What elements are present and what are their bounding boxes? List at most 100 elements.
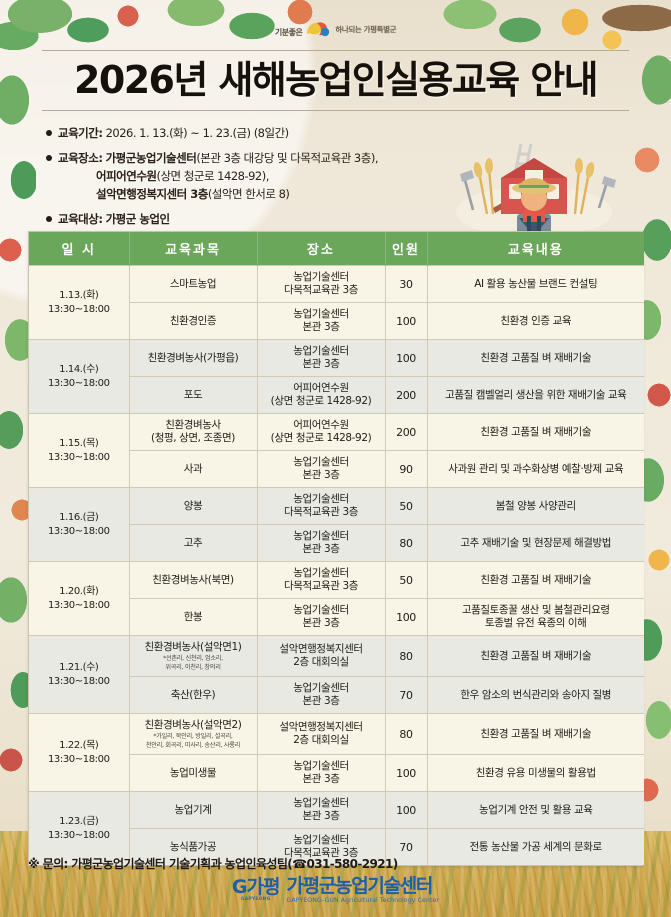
cell-place-line1: 농업기술센터 — [293, 456, 349, 468]
cell-subject-title: 친환경벼농사(설악면1) — [144, 641, 242, 653]
cell-subject: 친환경벼농사(북면) — [129, 561, 258, 599]
cell-place: 농업기술센터 다목적교육관 3층 — [257, 265, 386, 303]
cell-content-line1: 친환경 인증 교육 — [500, 314, 572, 327]
info-venue-label: 교육장소: — [58, 151, 103, 165]
cell-date: 1.22.(목) 13:30~18:00 — [29, 713, 130, 792]
info-venue-line2-name: 어피어연수원 — [96, 169, 157, 183]
cell-subject: 친환경벼농사(설악면2) *가일리, 묵안리, 방일리, 설곡리, 천안리, 회곡리… — [129, 713, 258, 755]
cell-content-line1: 사과원 관리 및 과수화상병 예찰·방제 교육 — [448, 462, 624, 475]
cell-content-line1: 친환경 고품질 벼 재배기술 — [480, 649, 592, 662]
cell-place-line2: 본관 3층 — [302, 543, 340, 555]
table-row: 1.22.(목) 13:30~18:00 친환경벼농사(설악면2) *가일리, 묵안리… — [29, 713, 644, 792]
cell-content-line2: 토종벌 유전 육종의 이해 — [485, 617, 587, 629]
cell-place-line2: 2층 대회의실 — [293, 656, 349, 669]
cell-subject: 포도 — [129, 376, 258, 414]
cell-subject: 고추 — [129, 524, 258, 562]
cell-subject: 축산(한우) — [129, 676, 258, 714]
cell-subject: 한봉 — [129, 598, 258, 636]
info-period-label: 교육기간: — [58, 126, 103, 140]
cell-date-day: 1.14.(수) — [59, 363, 99, 375]
cell-subject-note-line1: *가일리, 묵안리, 방일리, 설곡리, — [153, 733, 233, 741]
cell-subject-title: 고추 — [183, 536, 203, 549]
cell-place: 농업기술센터 다목적교육관 3층 — [257, 561, 386, 599]
cell-subject-title: 한봉 — [183, 610, 203, 623]
cell-subject: 스마트농업 — [129, 265, 258, 303]
cell-place: 농업기술센터 본관 3층 — [257, 450, 386, 488]
cell-subject-title: 친환경벼농사(가평읍) — [147, 351, 239, 364]
cell-place: 농업기술센터 본관 3층 — [257, 754, 386, 792]
bullet-icon — [46, 216, 52, 222]
table-header: 일 시 교육과목 장소 인원 교육내용 — [29, 232, 644, 266]
cell-subject: 사과 — [129, 450, 258, 488]
bullet-icon — [46, 130, 52, 136]
cell-content-line1: 전통 농산물 가공 세계의 문화로 — [469, 840, 603, 853]
cell-date: 1.23.(금) 13:30~18:00 — [29, 791, 130, 866]
cell-content-line1: 고추 재배기술 및 현장문제 해결방법 — [460, 536, 612, 549]
cell-capacity: 50 — [385, 487, 428, 525]
cell-subject: 친환경벼농사 (청평, 상면, 조종면) — [129, 413, 258, 451]
cell-date-day: 1.21.(수) — [59, 661, 99, 673]
cell-place-line1: 설악면행정복지센터 — [279, 643, 363, 656]
footer-org-names: 가평군농업기술센터 GAPYEONG-GUN Agricultural Tech… — [286, 876, 439, 905]
cell-place-line2: 본관 3층 — [302, 321, 340, 333]
table-row: 한봉 농업기술센터 본관 3층 100 고품질토종꿀 생산 및 봄철관리요령 토종벌 유전… — [29, 598, 644, 636]
cell-date-time: 13:30~18:00 — [47, 599, 110, 611]
contact-note: ※ 문의: 가평군농업기술센터 기술기획과 농업인육성팀(☎031-580-29… — [28, 857, 398, 871]
cell-subject: 친환경벼농사(설악면1) *선촌리, 신천리, 엄소리, 위곡리, 이천리, 창의리 — [129, 634, 258, 677]
cell-place-line2: (상면 청군로 1428-92) — [270, 432, 372, 444]
cell-date-time: 13:30~18:00 — [47, 303, 110, 315]
cell-date-time: 13:30~18:00 — [47, 525, 110, 537]
cell-subject: 농식품가공 — [129, 828, 258, 866]
cell-place-line1: 농업기술센터 — [293, 271, 349, 283]
cell-content: 고추 재배기술 및 현장문제 해결방법 — [427, 524, 644, 562]
table-row: 1.16.(금) 13:30~18:00 양봉 농업기술센터 다목적교육관 3층 50 봄철… — [29, 487, 644, 562]
cell-capacity: 100 — [385, 339, 428, 377]
cell-content-line1: 고품질 캠벨얼리 생산을 위한 재배기술 교육 — [445, 388, 627, 401]
info-audience-value: 가평군 농업인 — [105, 212, 170, 226]
cell-date: 1.16.(금) 13:30~18:00 — [29, 487, 130, 562]
cell-capacity: 200 — [385, 376, 428, 414]
cell-capacity: 100 — [385, 791, 428, 829]
info-venue-body: 교육장소: 가평군농업기술센터(본관 3층 대강당 및 다목적교육관 3층), … — [58, 149, 476, 203]
cell-date: 1.13.(화) 13:30~18:00 — [29, 265, 130, 340]
cell-content-line1: 고품질토종꿀 생산 및 봄철관리요령 — [461, 604, 610, 616]
cell-subject-title: 친환경벼농사(북면) — [152, 573, 234, 586]
table-row: 1.21.(수) 13:30~18:00 친환경벼농사(설악면1) *선촌리, 신천리… — [29, 634, 644, 714]
info-venue-main-detail: (본관 3층 대강당 및 다목적교육관 3층), — [196, 151, 378, 165]
cell-date: 1.21.(수) 13:30~18:00 — [29, 634, 130, 714]
footer-logo: G가평 GAPYEONG 가평군농업기술센터 GAPYEONG-GUN Agri… — [0, 876, 671, 905]
schedule-table-container: 일 시 교육과목 장소 인원 교육내용 1.13.(화) 13:30~18:00 스… — [28, 231, 644, 867]
cell-subject-title: 친환경벼농사(설악면2) — [144, 719, 242, 732]
bullet-icon — [46, 155, 52, 161]
divider-above-title — [42, 50, 629, 51]
cell-content-line1: 친환경 고품질 벼 재배기술 — [480, 727, 592, 740]
column-header-subject: 교육과목 — [129, 232, 258, 266]
cell-subject: 양봉 — [129, 487, 258, 525]
cell-content: 전통 농산물 가공 세계의 문화로 — [427, 828, 644, 866]
info-item-period: 교육기간: 2026. 1. 13.(화) ~ 1. 23.(금) (8일간) — [46, 124, 476, 142]
cell-place-line2: 본관 3층 — [302, 469, 340, 481]
cell-capacity: 70 — [385, 676, 428, 714]
cell-place-line2: 본관 3층 — [302, 358, 340, 370]
government-logo: 기분좋은 하나되는 가평특별군 — [0, 20, 671, 38]
gov-mark-text: 기분좋은 — [274, 28, 303, 37]
table-row: 1.23.(금) 13:30~18:00 농업기계 농업기술센터 본관 3층 100 농업기… — [29, 791, 644, 866]
cell-subject-title: 포도 — [183, 388, 203, 401]
cell-subject-title: 농업기계 — [174, 803, 212, 816]
schedule-table: 일 시 교육과목 장소 인원 교육내용 1.13.(화) 13:30~18:00 스… — [29, 232, 644, 866]
cell-place-line1: 농업기술센터 — [293, 493, 349, 505]
cell-place: 설악면행정복지센터 2층 대회의실 — [257, 634, 386, 677]
cell-date: 1.14.(수) 13:30~18:00 — [29, 339, 130, 414]
cell-date-day: 1.16.(금) — [59, 511, 99, 523]
cell-place-line1: 농업기술센터 — [293, 604, 349, 616]
cell-place-line2: 다목적교육관 3층 — [283, 580, 359, 592]
gapyeong-swoosh-icon — [307, 22, 330, 37]
cell-capacity: 100 — [385, 754, 428, 792]
cell-subject-note-line2: 천안리, 회곡리, 미사리, 송산리, 사룡리 — [145, 741, 241, 749]
cell-capacity: 50 — [385, 561, 428, 599]
cell-subject-line2: (청평, 상면, 조종면) — [151, 432, 235, 444]
cell-capacity: 100 — [385, 302, 428, 340]
cell-place-line1: 어피어연수원 — [293, 382, 349, 394]
table-row: 1.13.(화) 13:30~18:00 스마트농업 농업기술센터 다목적교육관 3층 3… — [29, 265, 644, 340]
info-venue-line2: 어피어연수원(상면 청군로 1428-92), — [58, 167, 476, 185]
